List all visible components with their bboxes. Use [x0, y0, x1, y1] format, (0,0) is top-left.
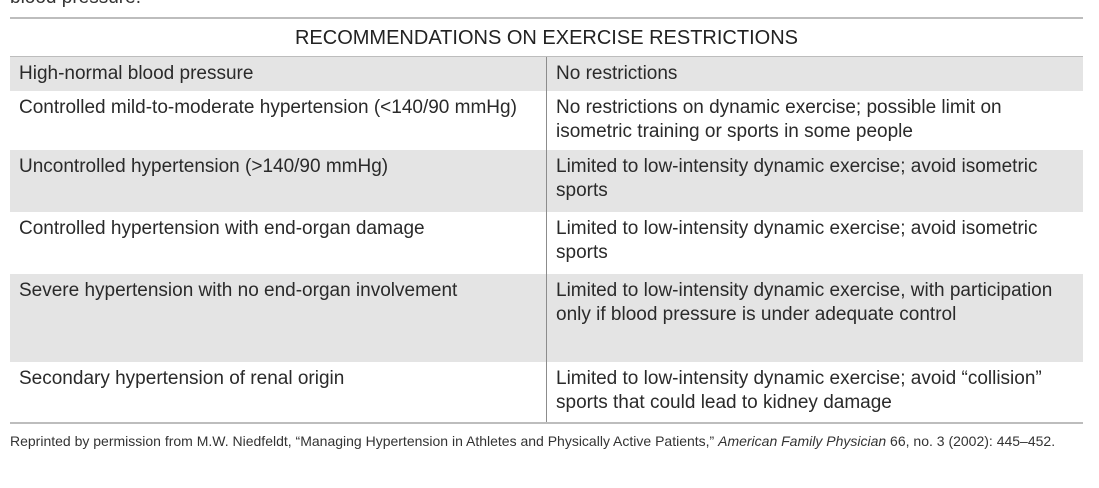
table-title: RECOMMENDATIONS ON EXERCISE RESTRICTIONS — [10, 19, 1083, 57]
recommendation-cell: No restrictions on dynamic exercise; pos… — [556, 97, 1002, 142]
table: High-normal blood pressure No restriction… — [10, 57, 1083, 422]
journal: American Family Physician — [718, 433, 887, 449]
footnote: Reprinted by permission from M.W. Niedfe… — [10, 430, 1085, 452]
recommendation-cell: Limited to low-intensity dynamic exercis… — [556, 218, 1038, 263]
condition-cell: Severe hypertension with no end-organ in… — [10, 274, 547, 362]
condition-cell: Uncontrolled hypertension (>140/90 mmHg) — [10, 150, 547, 212]
recommendation-cell: Limited to low-intensity dynamic exercis… — [556, 368, 1042, 413]
table-row: Controlled hypertension with end-organ d… — [10, 212, 1083, 274]
footnote-text: 66, no. 3 (2002): 445–452. — [886, 433, 1056, 449]
table-row: Secondary hypertension of renal origin Li… — [10, 362, 1083, 422]
recommendation-cell: No restrictions — [556, 63, 678, 84]
recommendation-cell: Limited to low-intensity dynamic exercis… — [556, 156, 1038, 201]
table-row: Severe hypertension with no end-organ in… — [10, 274, 1083, 362]
clipped-text: blood pressure. — [10, 0, 141, 9]
condition-cell: Secondary hypertension of renal origin — [10, 362, 547, 422]
condition-cell: High-normal blood pressure — [10, 57, 547, 91]
condition-cell: Controlled hypertension with end-organ d… — [10, 212, 547, 274]
recommendation-cell: Limited to low-intensity dynamic exercis… — [556, 280, 1053, 325]
footnote-text: Reprinted by permission from M.W. Niedfe… — [10, 433, 719, 449]
condition-cell: Controlled mild-to-moderate hypertension… — [10, 91, 547, 150]
table-row: High-normal blood pressure No restriction… — [10, 57, 1083, 91]
table-row: Controlled mild-to-moderate hypertension… — [10, 91, 1083, 150]
table-box: RECOMMENDATIONS ON EXERCISE RESTRICTIONS… — [10, 17, 1083, 424]
table-row: Uncontrolled hypertension (>140/90 mmHg)… — [10, 150, 1083, 212]
